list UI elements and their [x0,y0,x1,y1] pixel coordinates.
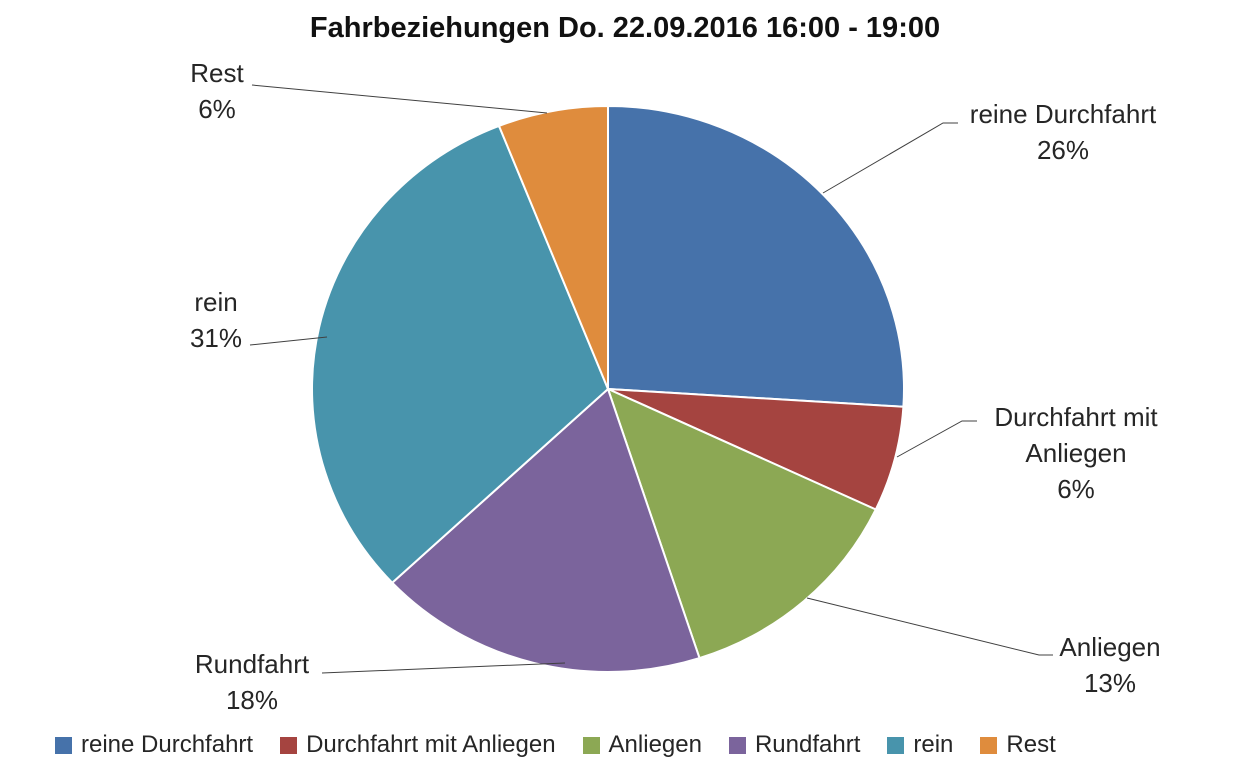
legend-item-durchfahrt-mit-anliegen: Durchfahrt mit Anliegen [280,731,556,759]
slice-label-line: 26% [1036,135,1090,165]
pie-slice-anliegen [607,388,877,660]
legend-swatch-icon [980,736,998,754]
slice-label-line: Rundfahrt [194,649,310,679]
legend-swatch-icon [280,736,298,754]
chart-title: Fahrbeziehungen Do. 22.09.2016 16:00 - 1… [309,12,941,44]
slice-label-line: 6% [198,94,236,124]
legend-item-rundfahrt: Rundfahrt [728,731,861,759]
legend-label: rein [913,731,954,758]
legend-item-rein: rein [887,731,953,759]
slice-label-reine-durchfahrt: reine Durchfahrt 26% [970,96,1156,168]
leader-line-durchfahrt-mit-anliegen [896,420,977,458]
legend-item-reine-durchfahrt: reine Durchfahrt [55,731,253,759]
pie-slice-rundfahrt [391,388,701,673]
slice-label-rundfahrt: Rundfahrt 18% [195,646,309,718]
legend-label: reine Durchfahrt [81,731,254,758]
leader-line-rundfahrt [321,662,566,674]
slice-label-line: Anliegen [1025,438,1127,468]
slice-label-rein: rein 31% [190,284,242,356]
legend-swatch-icon [582,736,600,754]
legend-label: Rundfahrt [754,731,861,758]
slice-label-line: Anliegen [1059,632,1161,662]
leader-line-rest [251,84,548,114]
legend-label: Durchfahrt mit Anliegen [306,731,556,758]
legend-swatch-icon [728,736,746,754]
legend-label: Rest [1006,731,1056,758]
pie-slice-rest [498,105,609,390]
leader-line-anliegen [806,597,1053,656]
slice-label-anliegen: Anliegen 13% [1059,629,1160,701]
slice-label-line: 6% [1057,474,1095,504]
slice-label-line: 18% [225,685,279,715]
chart-legend: reine Durchfahrt Durchfahrt mit Anliegen A… [55,731,1056,759]
slice-label-line: 13% [1083,668,1137,698]
legend-item-anliegen: Anliegen [582,731,702,759]
slice-label-line: Rest [190,58,244,88]
slice-label-durchfahrt-mit-anliegen: Durchfahrt mit Anliegen 6% [994,399,1157,507]
legend-swatch-icon [55,736,72,754]
legend-label: Anliegen [608,731,702,758]
slice-label-line: 31% [189,323,243,353]
slice-label-line: rein [194,287,238,317]
pie-slice-rein [311,124,609,584]
legend-swatch-icon [887,736,905,754]
legend-item-rest: Rest [980,731,1056,759]
pie-slice-reine-durchfahrt [607,105,905,408]
slice-label-line: reine Durchfahrt [969,99,1157,129]
leader-line-rein [249,336,328,346]
leader-line-reine-durchfahrt [822,122,958,194]
slice-label-rest: Rest 6% [190,55,243,127]
slice-label-line: Durchfahrt mit [994,402,1158,432]
